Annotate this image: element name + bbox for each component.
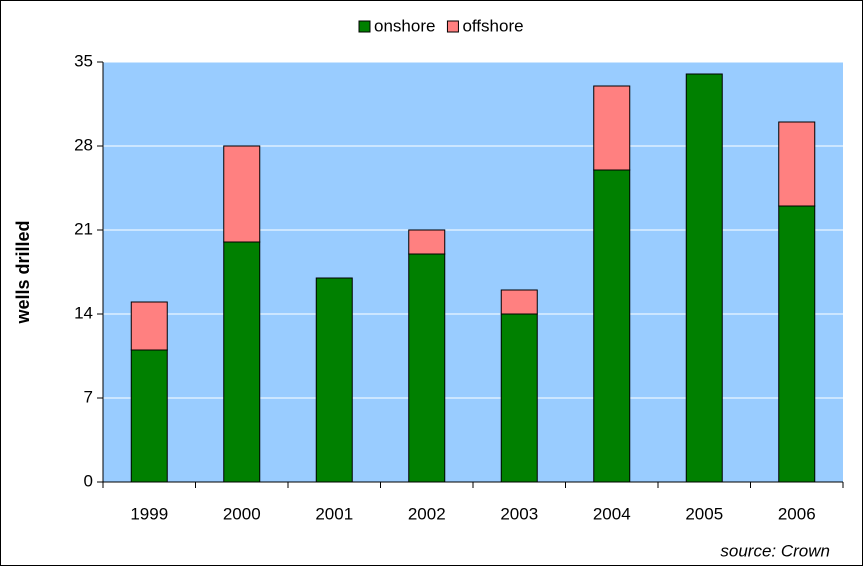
bar-segment (315, 277, 353, 483)
bar-segment (593, 169, 631, 483)
legend-swatch (358, 20, 371, 33)
legend-label: offshore (462, 16, 523, 35)
x-tick-label: 1999 (130, 504, 168, 523)
bar-segment (685, 73, 723, 483)
legend-swatch (446, 20, 459, 33)
y-tick-label: 35 (74, 51, 93, 70)
source-note: source: Crown (720, 541, 830, 560)
bar-segment (593, 85, 631, 171)
y-axis-label: wells drilled (13, 220, 33, 324)
y-tick-label: 7 (84, 387, 93, 406)
bar-segment (223, 145, 261, 243)
bar-segment (778, 205, 816, 483)
x-tick-label: 2004 (593, 504, 631, 523)
plot-area (103, 62, 843, 482)
y-tick-label: 21 (74, 219, 93, 238)
legend-label: onshore (374, 16, 435, 35)
y-tick-label: 14 (74, 303, 93, 322)
x-tick-label: 2002 (408, 504, 446, 523)
bar-segment (408, 253, 446, 483)
x-tick-label: 2006 (778, 504, 816, 523)
bar-segment (130, 349, 168, 483)
x-tick-label: 2003 (500, 504, 538, 523)
bar-segment (778, 121, 816, 207)
bar-segment (130, 301, 168, 351)
bar-segment (500, 313, 538, 483)
bar-segment (408, 229, 446, 255)
x-tick-label: 2001 (315, 504, 353, 523)
x-tick-label: 2000 (223, 504, 261, 523)
bar-segment (500, 289, 538, 315)
y-tick-label: 0 (84, 471, 93, 490)
x-tick-label: 2005 (685, 504, 723, 523)
bar-segment (223, 241, 261, 483)
y-tick-label: 28 (74, 135, 93, 154)
